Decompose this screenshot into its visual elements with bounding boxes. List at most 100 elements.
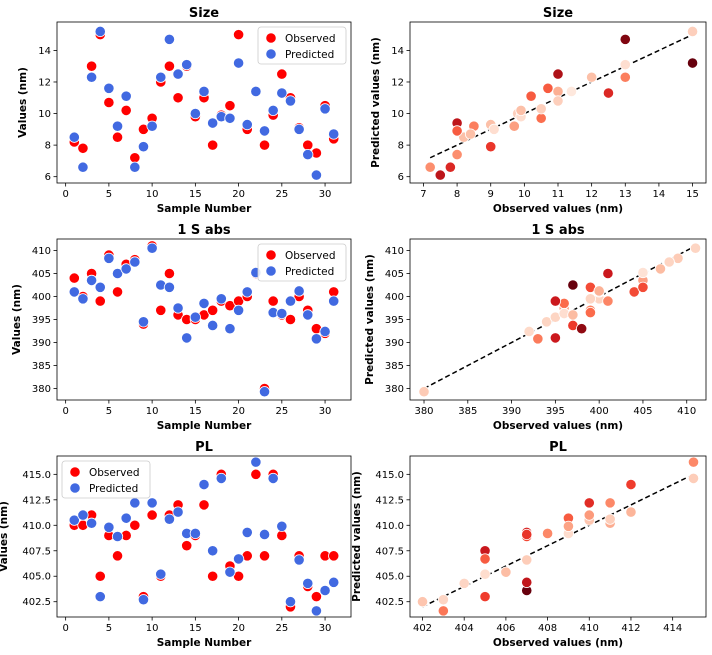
parity-point [552,68,564,80]
x-tick-label: 10 [146,189,159,200]
y-tick-label: 407.5 [375,546,404,557]
point-predicted [163,281,176,293]
parity-point [479,591,491,603]
point-predicted [172,506,184,518]
parity-point [552,85,564,98]
x-tick-label: 402 [413,623,432,634]
point-observed [207,570,219,582]
y-tick-label: 380 [385,384,404,395]
legend-label-predicted: Predicted [89,483,138,495]
point-observed [276,68,288,80]
point-predicted [103,521,115,533]
point-predicted [77,293,89,305]
x-tick-label: 11 [552,189,565,200]
y-tick-label: 407.5 [22,546,51,557]
point-predicted [129,497,141,509]
point-observed [198,499,210,511]
point-predicted [328,128,340,140]
x-tick-label: 7 [420,189,426,200]
parity-point [500,566,512,578]
point-predicted [319,325,331,338]
x-tick-label: 25 [275,623,288,634]
point-predicted [302,148,314,161]
point-predicted [267,104,279,116]
point-predicted [137,594,150,606]
legend-label-observed: Observed [285,250,336,262]
point-observed [111,286,124,298]
point-predicted [155,71,167,83]
y-tick-label: 395 [32,315,51,326]
point-predicted [276,307,288,320]
parity-point [451,148,463,161]
parity-point [602,267,614,280]
y-axis-label: Predicted values (nm) [351,471,363,602]
point-observed [258,139,271,151]
x-tick-label: 406 [496,623,515,634]
plot-frame [409,455,707,618]
point-predicted [293,285,305,297]
parity-point [542,82,554,94]
x-tick-label: 10 [146,406,159,417]
point-predicted [207,545,219,557]
point-observed [163,267,176,280]
y-tick-label: 6 [45,172,51,183]
y-tick-label: 10 [391,109,404,120]
y-tick-label: 412.5 [375,495,404,506]
legend-marker-predicted [265,265,277,277]
y-tick-label: 385 [32,361,51,372]
plot-data [68,240,340,398]
legend-box [61,460,151,499]
point-observed [120,104,132,116]
parity-point [602,295,614,307]
point-predicted [77,509,89,521]
point-predicted [241,526,253,539]
point-predicted [103,252,115,264]
point-predicted [224,112,236,124]
plot-data [68,456,340,617]
parity-point [637,281,649,293]
chart-size_scatter: Size 0 5 10 15 20 25 30 6 8 10 12 14 Sample Number Val… [17,6,352,215]
plot-data [416,456,700,617]
point-predicted [319,103,331,115]
parity-point [521,576,533,588]
point-observed [232,29,245,41]
point-predicted [302,577,314,589]
x-tick-label: 25 [275,189,288,200]
point-predicted [224,323,236,335]
point-predicted [293,554,305,566]
parity-point [625,478,637,491]
y-tick-label: 390 [32,338,51,349]
x-tick-label: 395 [546,406,565,417]
plot-frame [409,238,707,401]
point-observed [224,100,236,112]
x-tick-label: 414 [663,623,682,634]
parity-point [604,513,616,525]
parity-point [576,323,588,335]
point-observed [68,272,80,284]
point-predicted [111,530,124,543]
x-tick-label: 15 [189,189,202,200]
point-predicted [137,316,150,328]
chart-pl_parity: PL 402 404 406 408 410 412 414 402.5 405.0 407.5 41… [351,440,707,649]
parity-point [689,242,702,254]
y-axis-label: Values (nm) [0,501,10,572]
parity-point [434,169,446,181]
chart-size_parity: Size 7 8 9 10 11 12 13 14 15 6 8 10 12 14 Observed valu… [370,6,707,215]
y-tick-label: 410 [32,246,51,257]
point-predicted [310,605,323,617]
y-tick-label: 400 [385,292,404,303]
x-tick-label: 410 [580,623,599,634]
point-predicted [85,71,98,83]
point-observed [163,60,176,72]
parity-point [686,25,699,38]
point-predicted [284,596,297,608]
x-axis-label: Sample Number [157,637,252,649]
x-tick-label: 20 [232,623,245,634]
parity-point [619,71,631,83]
x-axis-label: Sample Number [157,420,252,432]
y-tick-label: 395 [385,315,404,326]
point-observed [146,509,158,521]
parity-point [567,279,579,291]
point-observed [310,591,323,603]
x-tick-label: 385 [458,406,477,417]
